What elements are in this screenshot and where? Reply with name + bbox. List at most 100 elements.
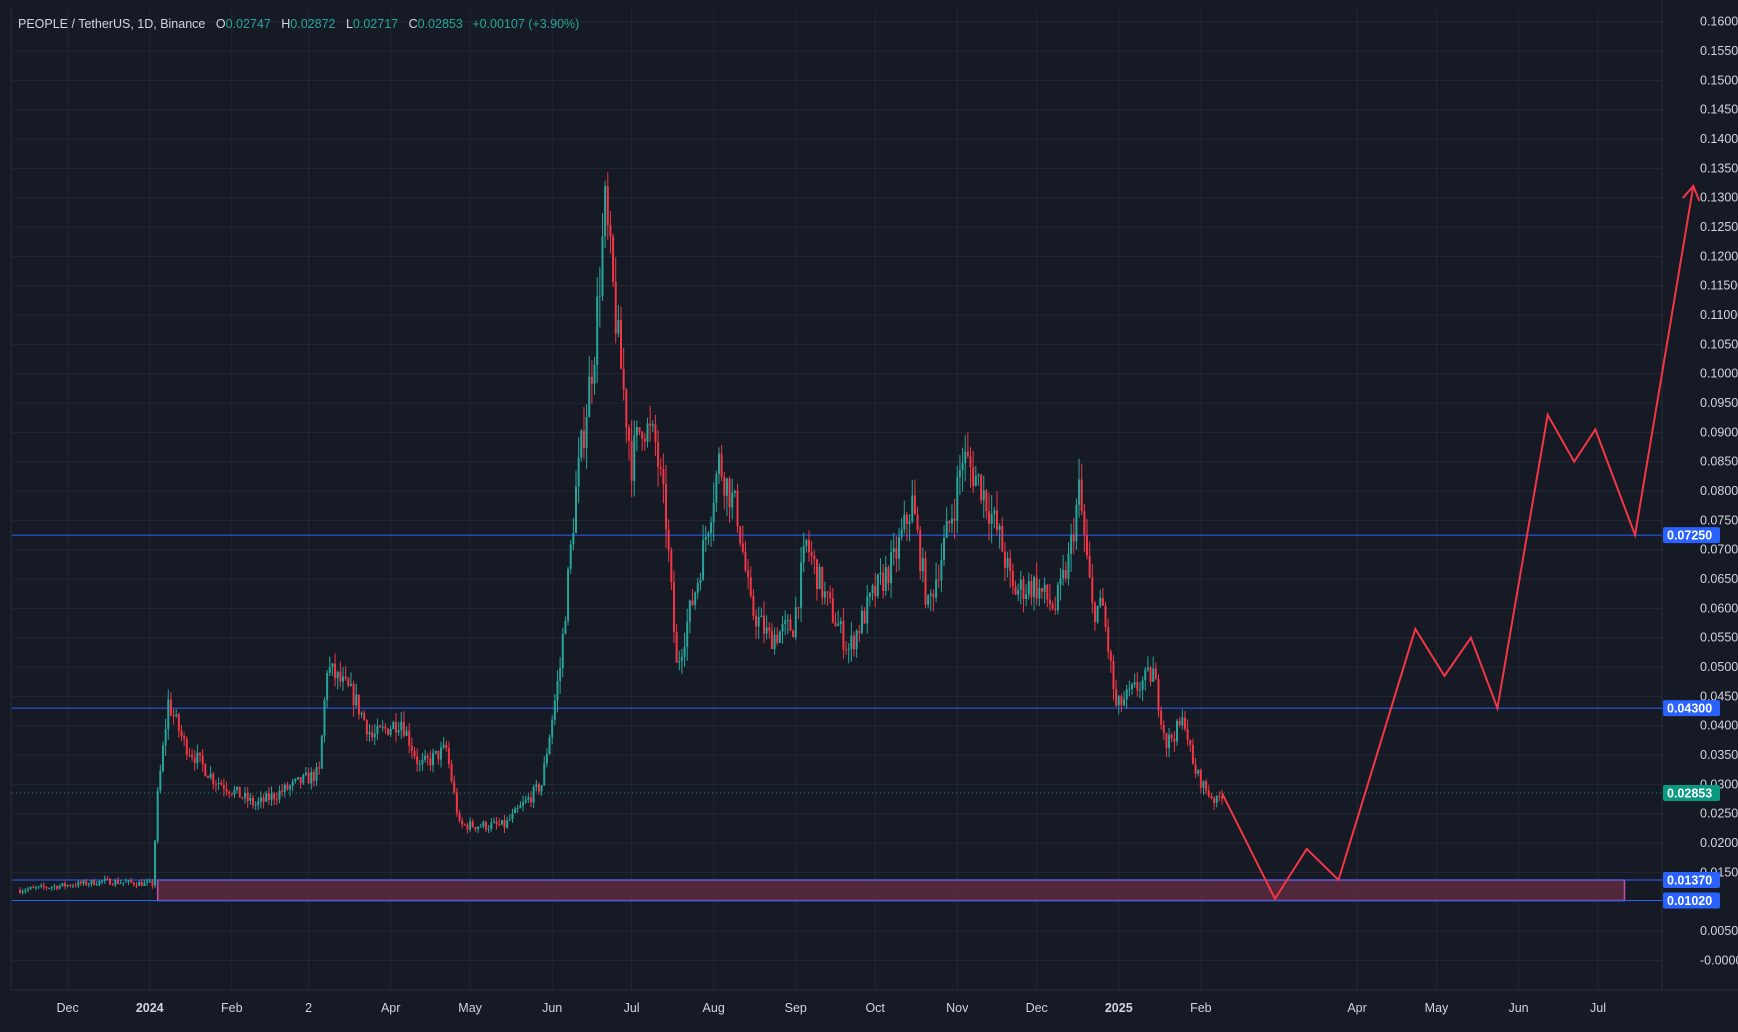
candle-body [524,799,527,803]
candle-body [514,808,517,814]
candle-body [760,615,763,618]
candle-body [977,474,980,476]
candle-body [124,881,127,883]
candle-body [548,737,551,755]
candle-body [516,807,519,809]
candle-body [246,792,249,801]
candle-body [400,721,403,731]
candle-body [943,538,946,560]
candle-body [646,423,649,442]
candle-body [24,890,27,892]
candle-body [1128,688,1131,690]
time-tick-label: Nov [946,1001,969,1015]
candle-body [990,513,993,524]
candle-body [175,714,178,717]
candle-body [866,596,869,624]
candle-body [482,821,485,827]
candle-body [40,885,43,887]
level-price-tag-label: 0.01020 [1667,894,1712,908]
high-value: 0.02872 [290,17,336,31]
candle-body [199,752,202,756]
candle-body [1157,679,1160,711]
candle-body [161,745,164,771]
candle-body [209,773,212,779]
candle-body [294,779,297,782]
candle-body [222,784,225,789]
candle-body [953,518,956,521]
candle-body [85,880,88,885]
candle-body [1112,660,1115,690]
time-tick-label: Sep [785,1001,807,1015]
candle-body [1183,717,1186,729]
level-price-tag [1663,892,1720,909]
candle-body [829,592,832,598]
support-zone-rectangle[interactable] [156,879,1626,902]
candle-body [890,552,893,584]
symbol-legend: PEOPLE / TetherUS, 1D, Binance O0.02747 … [18,17,579,31]
candle-body [50,887,53,889]
candle-body [1091,577,1094,603]
candle-body [61,883,64,886]
candle-body [747,570,750,578]
candle-body [887,567,890,584]
candle-body [127,880,130,882]
candle-body [511,813,514,820]
candle-body [776,634,779,643]
low-label: L [345,17,353,31]
candle-body [143,882,146,886]
candle-body [484,821,487,830]
candle-body [1120,696,1123,706]
time-tick-label: 2 [305,1001,312,1015]
candle-body [604,186,607,237]
projection-path[interactable] [1221,185,1695,901]
candle-body [924,558,927,605]
candle-body [1048,599,1051,605]
candle-body [29,887,32,889]
time-tick-label: 2024 [136,1001,164,1015]
candle-body [913,495,916,515]
candle-body [389,728,392,735]
candle-body [1056,585,1059,611]
candle-body [114,880,117,885]
candle-body [834,622,837,626]
candle-body [331,663,334,667]
candle-body [66,884,69,887]
candle-body [898,537,901,559]
candle-body [42,885,45,888]
candle-body [347,678,350,686]
candle-body [1125,689,1128,700]
candle-body [315,767,318,781]
candle-body [1115,689,1118,706]
candle-body [1218,795,1221,797]
candle-body [1046,584,1049,600]
candle-body [437,750,440,760]
candle-body [408,730,411,746]
candle-body [868,592,871,597]
close-value: 0.02853 [417,17,463,31]
candle-body [336,671,339,678]
candle-body [172,715,175,717]
candle-body [188,754,191,756]
candle-body [363,712,366,721]
candle-body [826,591,829,593]
candle-body [1213,798,1216,803]
candle-body [773,634,776,650]
candle-body [535,784,538,787]
candle-body [492,821,495,823]
candle-body [551,719,554,738]
candle-body [617,319,620,334]
high-label: H [281,17,291,31]
candle-body [384,726,387,729]
candle-body [675,631,678,663]
candle-body [1215,795,1218,803]
candle-body [1022,579,1025,599]
time-tick-label: May [1425,1001,1449,1015]
candle-body [463,824,466,826]
candle-body [710,522,713,534]
candle-body [593,364,596,384]
candle-body [744,551,747,571]
